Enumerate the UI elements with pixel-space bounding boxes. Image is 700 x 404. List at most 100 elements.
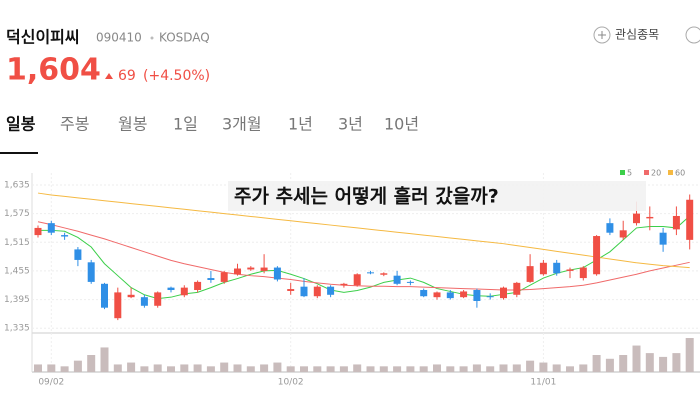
candle-body xyxy=(194,281,202,291)
volume-bar xyxy=(632,345,641,372)
candle-body xyxy=(686,199,694,240)
tabs: 일봉 주봉 월봉 1일 3개월 1년 3년 10년 xyxy=(6,115,419,134)
legend-label: 5 xyxy=(627,169,632,178)
candle-body xyxy=(553,262,561,274)
tab[interactable]: 10년 xyxy=(384,115,419,134)
volume-bar xyxy=(472,364,481,372)
ma-line xyxy=(37,192,690,269)
tab[interactable]: 3년 xyxy=(338,115,363,134)
candle-body xyxy=(672,215,680,230)
market: KOSDAQ xyxy=(159,31,210,45)
candle-body xyxy=(61,235,69,237)
volume-bar xyxy=(47,364,56,372)
candle-body xyxy=(406,281,414,283)
y-tick-label: 1,335 xyxy=(4,324,30,334)
volume-bar xyxy=(313,366,322,372)
volume-bar xyxy=(446,366,455,372)
plus-icon xyxy=(598,31,606,39)
legend-label: 20 xyxy=(651,169,661,178)
candle-body xyxy=(47,223,55,233)
volume-bar xyxy=(220,362,229,372)
candle-body xyxy=(180,287,188,296)
legend-swatch xyxy=(668,170,673,175)
volume-bar xyxy=(566,366,574,372)
x-tick-label: 11/01 xyxy=(530,378,556,388)
legend-swatch xyxy=(620,170,625,175)
candle-body xyxy=(539,262,547,275)
volume-bar xyxy=(233,364,242,372)
x-tick-label: 09/02 xyxy=(38,378,64,388)
candle-body xyxy=(220,272,228,282)
volume-bar xyxy=(526,360,535,372)
candle-body xyxy=(154,292,162,306)
tab[interactable]: 주봉 xyxy=(60,115,89,134)
volume-bar xyxy=(326,366,335,372)
y-tick-label: 1,635 xyxy=(4,180,30,190)
tab[interactable]: 일봉 xyxy=(6,115,36,134)
volume-bar xyxy=(339,366,348,372)
volume-bar xyxy=(685,338,694,372)
volume-bar xyxy=(552,364,561,372)
title-bg xyxy=(228,181,646,211)
watch-button[interactable]: 관심종목 xyxy=(593,26,659,44)
candle-body xyxy=(260,267,268,271)
y-tick-label: 1,575 xyxy=(4,209,30,219)
volume-bar xyxy=(499,364,508,372)
volume-bar xyxy=(672,353,681,372)
volume-bar xyxy=(246,366,255,372)
tab[interactable]: 1년 xyxy=(288,115,313,134)
candle-body xyxy=(446,292,454,299)
volume-bar xyxy=(180,364,189,372)
volume-bar xyxy=(34,364,42,372)
candle-body xyxy=(420,290,428,297)
candle-body xyxy=(367,272,374,274)
candle-body xyxy=(606,223,614,233)
volume-bar xyxy=(433,364,441,372)
volume-bar xyxy=(512,364,521,372)
tab[interactable]: 1일 xyxy=(173,115,198,134)
change-pct: (+4.50%) xyxy=(143,68,210,84)
volume-bar xyxy=(167,366,175,372)
candle-body xyxy=(473,290,481,301)
candle-body xyxy=(353,274,361,286)
tab[interactable]: 3개월 xyxy=(222,115,262,134)
volume-bar xyxy=(113,364,122,372)
candle-body xyxy=(393,275,401,284)
y-tick-label: 1,455 xyxy=(4,266,30,276)
volume-bar xyxy=(193,364,202,372)
candle-body xyxy=(114,292,122,319)
chart-title: 주가 추세는 어떻게 흘러 갔을까? xyxy=(234,185,499,208)
volume-bar xyxy=(353,364,362,372)
volume-bar xyxy=(300,366,308,372)
stock-code: 090410 xyxy=(96,31,142,45)
candle-body xyxy=(287,289,295,291)
chart: 1,635 1,575 1,515 1,455 1,395 1,335 09/02 10/02… xyxy=(4,169,700,388)
x-tick-label: 10/02 xyxy=(278,378,304,388)
watch-label: 관심종목 xyxy=(615,28,659,42)
candle-body xyxy=(513,282,521,295)
volume-bar xyxy=(659,356,668,372)
volume-bar xyxy=(100,347,109,372)
volume-bar xyxy=(579,364,588,372)
candle-body xyxy=(327,286,335,295)
volume-bar xyxy=(379,366,388,372)
legend-swatch xyxy=(644,170,649,175)
candle-body xyxy=(579,267,587,279)
up-arrow xyxy=(105,73,113,79)
volume-bar xyxy=(127,362,136,372)
separator xyxy=(150,36,154,40)
candle-body xyxy=(486,296,494,298)
tab[interactable]: 월봉 xyxy=(118,115,147,134)
candle-body xyxy=(101,283,108,308)
candle-body xyxy=(273,267,281,280)
volume-bar xyxy=(60,366,69,372)
candle-body xyxy=(646,216,654,219)
candle-body xyxy=(234,268,241,275)
candle-body xyxy=(313,286,321,297)
candle-body xyxy=(207,278,215,280)
volume-bar xyxy=(153,364,162,372)
plus-icon[interactable] xyxy=(685,26,700,44)
candle-body xyxy=(659,232,667,245)
candle-body xyxy=(300,286,308,297)
